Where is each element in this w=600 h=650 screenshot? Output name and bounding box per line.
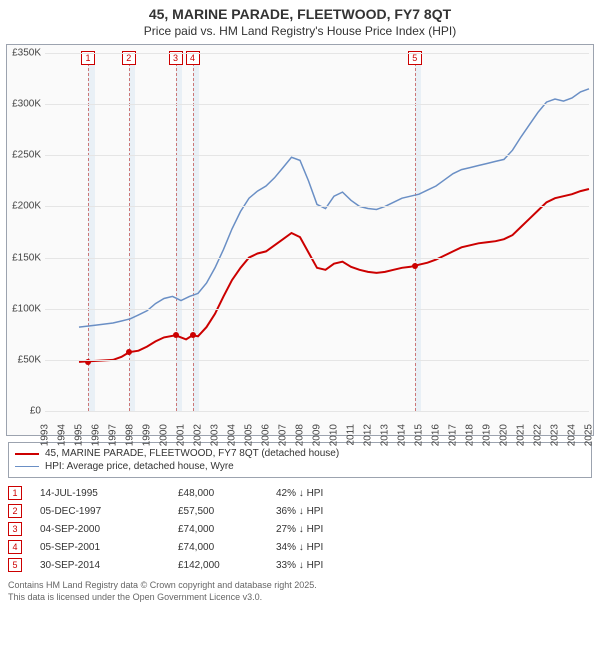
gridline (45, 104, 589, 105)
marker-price: £48,000 (178, 488, 258, 499)
hpi-line (79, 89, 589, 327)
x-tick-label: 2001 (176, 424, 187, 446)
gridline (45, 53, 589, 54)
x-tick-label: 2000 (159, 424, 170, 446)
marker-price: £142,000 (178, 560, 258, 571)
legend-swatch (15, 466, 39, 467)
y-tick-label: £350K (5, 48, 41, 59)
x-tick-label: 2022 (533, 424, 544, 446)
y-tick-label: £0 (5, 406, 41, 417)
chart-subtitle: Price paid vs. HM Land Registry's House … (0, 24, 600, 38)
marker-date: 30-SEP-2014 (40, 560, 160, 571)
x-tick-label: 2016 (431, 424, 442, 446)
marker-diff: 34% ↓ HPI (276, 542, 376, 553)
marker-row: 4 05-SEP-2001 £74,000 34% ↓ HPI (8, 538, 592, 556)
x-tick-label: 2008 (295, 424, 306, 446)
x-tick-label: 1997 (108, 424, 119, 446)
marker-diff: 27% ↓ HPI (276, 524, 376, 535)
footnote-line-1: Contains HM Land Registry data © Crown c… (8, 580, 592, 592)
y-tick-label: £150K (5, 252, 41, 263)
legend-row: HPI: Average price, detached house, Wyre (15, 460, 585, 473)
chart-title: 45, MARINE PARADE, FLEETWOOD, FY7 8QT (0, 6, 600, 22)
legend-label: HPI: Average price, detached house, Wyre (45, 461, 234, 472)
marker-diff: 36% ↓ HPI (276, 506, 376, 517)
marker-number-box: 5 (8, 558, 22, 572)
sale-point-dot (173, 332, 179, 338)
x-tick-label: 2002 (193, 424, 204, 446)
x-tick-label: 1996 (91, 424, 102, 446)
x-tick-label: 1999 (142, 424, 153, 446)
x-tick-label: 2021 (516, 424, 527, 446)
x-tick-label: 2024 (567, 424, 578, 446)
marker-price: £74,000 (178, 524, 258, 535)
marker-number-box: 2 (8, 504, 22, 518)
x-tick-label: 1994 (57, 424, 68, 446)
marker-price: £57,500 (178, 506, 258, 517)
marker-date: 05-DEC-1997 (40, 506, 160, 517)
marker-row: 2 05-DEC-1997 £57,500 36% ↓ HPI (8, 502, 592, 520)
y-tick-label: £300K (5, 99, 41, 110)
x-tick-label: 2025 (584, 424, 595, 446)
gridline (45, 258, 589, 259)
price-paid-line (79, 189, 589, 362)
marker-diff: 42% ↓ HPI (276, 488, 376, 499)
x-tick-label: 2020 (499, 424, 510, 446)
y-tick-label: £250K (5, 150, 41, 161)
x-tick-label: 1998 (125, 424, 136, 446)
gridline (45, 360, 589, 361)
x-tick-label: 1995 (74, 424, 85, 446)
legend-row: 45, MARINE PARADE, FLEETWOOD, FY7 8QT (d… (15, 447, 585, 460)
marker-row: 3 04-SEP-2000 £74,000 27% ↓ HPI (8, 520, 592, 538)
x-tick-label: 2014 (397, 424, 408, 446)
x-tick-label: 2007 (278, 424, 289, 446)
y-tick-label: £200K (5, 201, 41, 212)
x-tick-label: 2015 (414, 424, 425, 446)
marker-diff: 33% ↓ HPI (276, 560, 376, 571)
marker-date: 05-SEP-2001 (40, 542, 160, 553)
sale-point-dot (126, 349, 132, 355)
marker-price: £74,000 (178, 542, 258, 553)
x-tick-label: 2005 (244, 424, 255, 446)
legend-swatch (15, 453, 39, 455)
gridline (45, 155, 589, 156)
markers-table: 1 14-JUL-1995 £48,000 42% ↓ HPI 2 05-DEC-1997… (8, 484, 592, 574)
marker-row: 5 30-SEP-2014 £142,000 33% ↓ HPI (8, 556, 592, 574)
footnote-line-2: This data is licensed under the Open Gov… (8, 592, 592, 604)
footnote: Contains HM Land Registry data © Crown c… (8, 580, 592, 603)
gridline (45, 309, 589, 310)
marker-date: 04-SEP-2000 (40, 524, 160, 535)
x-tick-label: 2012 (363, 424, 374, 446)
sale-point-dot (412, 263, 418, 269)
legend: 45, MARINE PARADE, FLEETWOOD, FY7 8QT (d… (8, 442, 592, 478)
x-tick-label: 2003 (210, 424, 221, 446)
y-tick-label: £100K (5, 303, 41, 314)
gridline (45, 206, 589, 207)
y-tick-label: £50K (5, 354, 41, 365)
x-tick-label: 2006 (261, 424, 272, 446)
x-tick-label: 1993 (40, 424, 51, 446)
marker-number-box: 4 (8, 540, 22, 554)
x-tick-label: 2017 (448, 424, 459, 446)
x-tick-label: 2009 (312, 424, 323, 446)
legend-label: 45, MARINE PARADE, FLEETWOOD, FY7 8QT (d… (45, 448, 339, 459)
x-tick-label: 2004 (227, 424, 238, 446)
chart-lines (45, 53, 589, 411)
x-tick-label: 2018 (465, 424, 476, 446)
x-tick-label: 2011 (346, 424, 357, 446)
x-tick-label: 2019 (482, 424, 493, 446)
marker-number-box: 1 (8, 486, 22, 500)
sale-point-dot (190, 332, 196, 338)
marker-row: 1 14-JUL-1995 £48,000 42% ↓ HPI (8, 484, 592, 502)
marker-number-box: 3 (8, 522, 22, 536)
x-tick-label: 2013 (380, 424, 391, 446)
marker-date: 14-JUL-1995 (40, 488, 160, 499)
chart-area: 12345 1993199419951996199719981999200020… (6, 44, 594, 436)
gridline (45, 411, 589, 412)
x-tick-label: 2023 (550, 424, 561, 446)
x-tick-label: 2010 (329, 424, 340, 446)
